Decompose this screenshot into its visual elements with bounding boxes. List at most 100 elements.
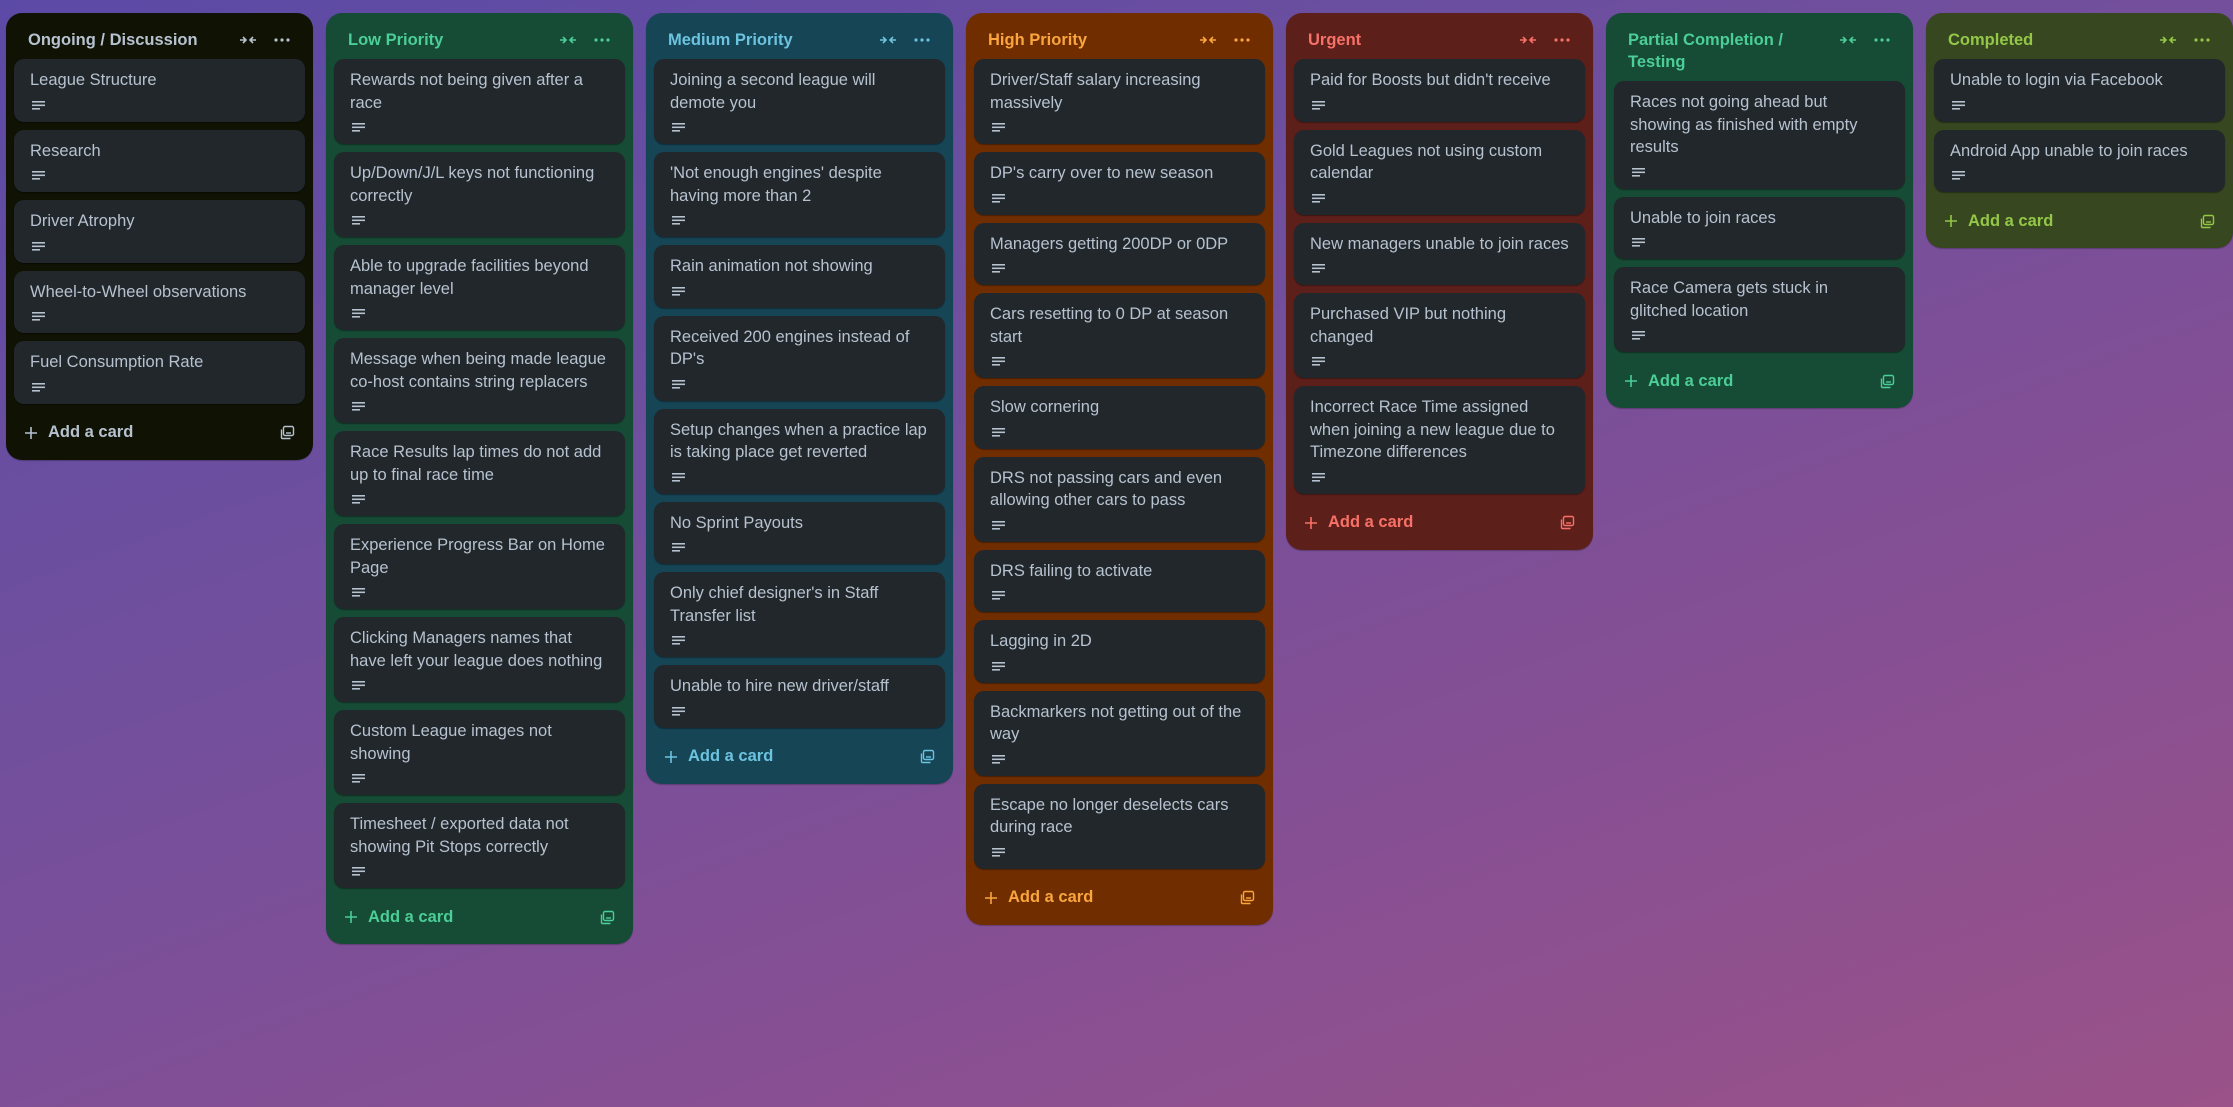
card[interactable]: DRS failing to activate <box>974 549 1265 612</box>
card[interactable]: Unable to hire new driver/staff <box>654 665 945 728</box>
card-template-icon[interactable] <box>275 421 299 445</box>
add-card-button[interactable]: Add a card <box>1304 513 1555 532</box>
description-icon <box>1630 237 1889 249</box>
card[interactable]: Race Camera gets stuck in glitched locat… <box>1614 267 1905 352</box>
card[interactable]: Driver Atrophy <box>14 200 305 263</box>
list-column[interactable]: Partial Completion / Testing Races not g… <box>1606 13 1913 408</box>
more-options-icon[interactable] <box>1865 29 1899 51</box>
description-icon <box>670 635 929 647</box>
card[interactable]: Escape no longer deselects cars during r… <box>974 783 1265 869</box>
card[interactable]: Paid for Boosts but didn't receive <box>1294 59 1585 122</box>
card[interactable]: Races not going ahead but showing as fin… <box>1614 81 1905 189</box>
more-options-icon[interactable] <box>905 29 939 51</box>
card[interactable]: New managers unable to join races <box>1294 222 1585 285</box>
description-icon <box>990 590 1249 602</box>
card[interactable]: Race Results lap times do not add up to … <box>334 431 625 516</box>
card-template-icon[interactable] <box>1555 511 1579 535</box>
card[interactable]: Joining a second league will demote you <box>654 59 945 144</box>
card[interactable]: Cars resetting to 0 DP at season start <box>974 293 1265 378</box>
description-icon <box>990 520 1249 532</box>
card-title: Timesheet / exported data not showing Pi… <box>350 815 569 856</box>
description-icon <box>670 122 929 134</box>
collapse-list-icon[interactable] <box>1191 29 1225 51</box>
card-template-icon[interactable] <box>595 905 619 929</box>
card[interactable]: Message when being made league co-host c… <box>334 338 625 423</box>
collapse-list-icon[interactable] <box>551 29 585 51</box>
card-template-icon[interactable] <box>915 745 939 769</box>
card[interactable]: Research <box>14 129 305 192</box>
card[interactable]: Able to upgrade facilities beyond manage… <box>334 245 625 330</box>
card[interactable]: Driver/Staff salary increasing massively <box>974 59 1265 144</box>
card[interactable]: Timesheet / exported data not showing Pi… <box>334 803 625 888</box>
card-title: Up/Down/J/L keys not functioning correct… <box>350 164 595 205</box>
add-card-button[interactable]: Add a card <box>344 908 595 927</box>
list-footer: Add a card <box>1934 200 2225 240</box>
card-title: Backmarkers not getting out of the way <box>990 702 1242 744</box>
collapse-list-icon[interactable] <box>871 29 905 51</box>
description-icon <box>350 587 609 599</box>
card[interactable]: Gold Leagues not using custom calendar <box>1294 129 1585 215</box>
card[interactable]: Managers getting 200DP or 0DP <box>974 222 1265 285</box>
description-icon <box>670 706 929 718</box>
add-card-button[interactable]: Add a card <box>984 888 1235 907</box>
more-options-icon[interactable] <box>265 29 299 51</box>
card-template-icon[interactable] <box>1875 369 1899 393</box>
card[interactable]: Only chief designer's in Staff Transfer … <box>654 572 945 657</box>
add-card-button[interactable]: Add a card <box>1624 372 1875 391</box>
card[interactable]: Received 200 engines instead of DP's <box>654 315 945 401</box>
add-card-button[interactable]: Add a card <box>664 747 915 766</box>
card-template-icon[interactable] <box>2195 209 2219 233</box>
card[interactable]: Rain animation not showing <box>654 245 945 308</box>
list-title[interactable]: Medium Priority <box>668 31 793 49</box>
card[interactable]: Lagging in 2D <box>974 620 1265 683</box>
list-column[interactable]: Completed Unable to login via Facebook An… <box>1926 13 2233 248</box>
card[interactable]: Purchased VIP but nothing changed <box>1294 293 1585 378</box>
card[interactable]: Setup changes when a practice lap is tak… <box>654 408 945 494</box>
list-title[interactable]: Low Priority <box>348 31 444 49</box>
list-title[interactable]: Ongoing / Discussion <box>28 31 198 49</box>
list-column[interactable]: Medium Priority Joining a second league … <box>646 13 953 784</box>
card-template-icon[interactable] <box>1235 886 1259 910</box>
card[interactable]: Unable to join races <box>1614 196 1905 259</box>
card[interactable]: Wheel-to-Wheel observations <box>14 270 305 333</box>
collapse-list-icon[interactable] <box>1511 29 1545 51</box>
list-title[interactable]: High Priority <box>988 31 1088 49</box>
card[interactable]: League Structure <box>14 59 305 122</box>
list-column[interactable]: Low Priority Rewards not being given aft… <box>326 13 633 944</box>
add-card-button[interactable]: Add a card <box>24 423 275 442</box>
card[interactable]: Up/Down/J/L keys not functioning correct… <box>334 152 625 237</box>
collapse-list-icon[interactable] <box>1831 29 1865 51</box>
card[interactable]: Custom League images not showing <box>334 710 625 795</box>
list-title[interactable]: Urgent <box>1308 31 1362 49</box>
card[interactable]: Incorrect Race Time assigned when joinin… <box>1294 386 1585 494</box>
card[interactable]: 'Not enough engines' despite having more… <box>654 152 945 237</box>
plus-icon <box>1304 516 1328 530</box>
collapse-list-icon[interactable] <box>2151 29 2185 51</box>
card[interactable]: Slow cornering <box>974 386 1265 449</box>
card[interactable]: Experience Progress Bar on Home Page <box>334 524 625 609</box>
collapse-list-icon[interactable] <box>231 29 265 51</box>
description-icon <box>1310 263 1569 275</box>
more-options-icon[interactable] <box>1225 29 1259 51</box>
card[interactable]: Backmarkers not getting out of the way <box>974 690 1265 776</box>
card[interactable]: Android App unable to join races <box>1934 129 2225 192</box>
card[interactable]: DP's carry over to new season <box>974 152 1265 215</box>
add-card-button[interactable]: Add a card <box>1944 212 2195 231</box>
list-title[interactable]: Partial Completion / Testing <box>1628 31 1783 71</box>
card[interactable]: Rewards not being given after a race <box>334 59 625 144</box>
list-header: High Priority <box>974 13 1265 59</box>
more-options-icon[interactable] <box>2185 29 2219 51</box>
card[interactable]: Fuel Consumption Rate <box>14 341 305 404</box>
list-column[interactable]: Ongoing / Discussion League Structure Res… <box>6 13 313 460</box>
add-card-label: Add a card <box>1328 513 1414 531</box>
more-options-icon[interactable] <box>1545 29 1579 51</box>
card[interactable]: Clicking Managers names that have left y… <box>334 617 625 702</box>
list-column[interactable]: Urgent Paid for Boosts but didn't receiv… <box>1286 13 1593 550</box>
list-title[interactable]: Completed <box>1948 31 2034 49</box>
list-column[interactable]: High Priority Driver/Staff salary increa… <box>966 13 1273 925</box>
card[interactable]: Unable to login via Facebook <box>1934 59 2225 122</box>
more-options-icon[interactable] <box>585 29 619 51</box>
card[interactable]: No Sprint Payouts <box>654 501 945 564</box>
card[interactable]: DRS not passing cars and even allowing o… <box>974 456 1265 542</box>
card-list: Driver/Staff salary increasing massively… <box>974 59 1265 869</box>
